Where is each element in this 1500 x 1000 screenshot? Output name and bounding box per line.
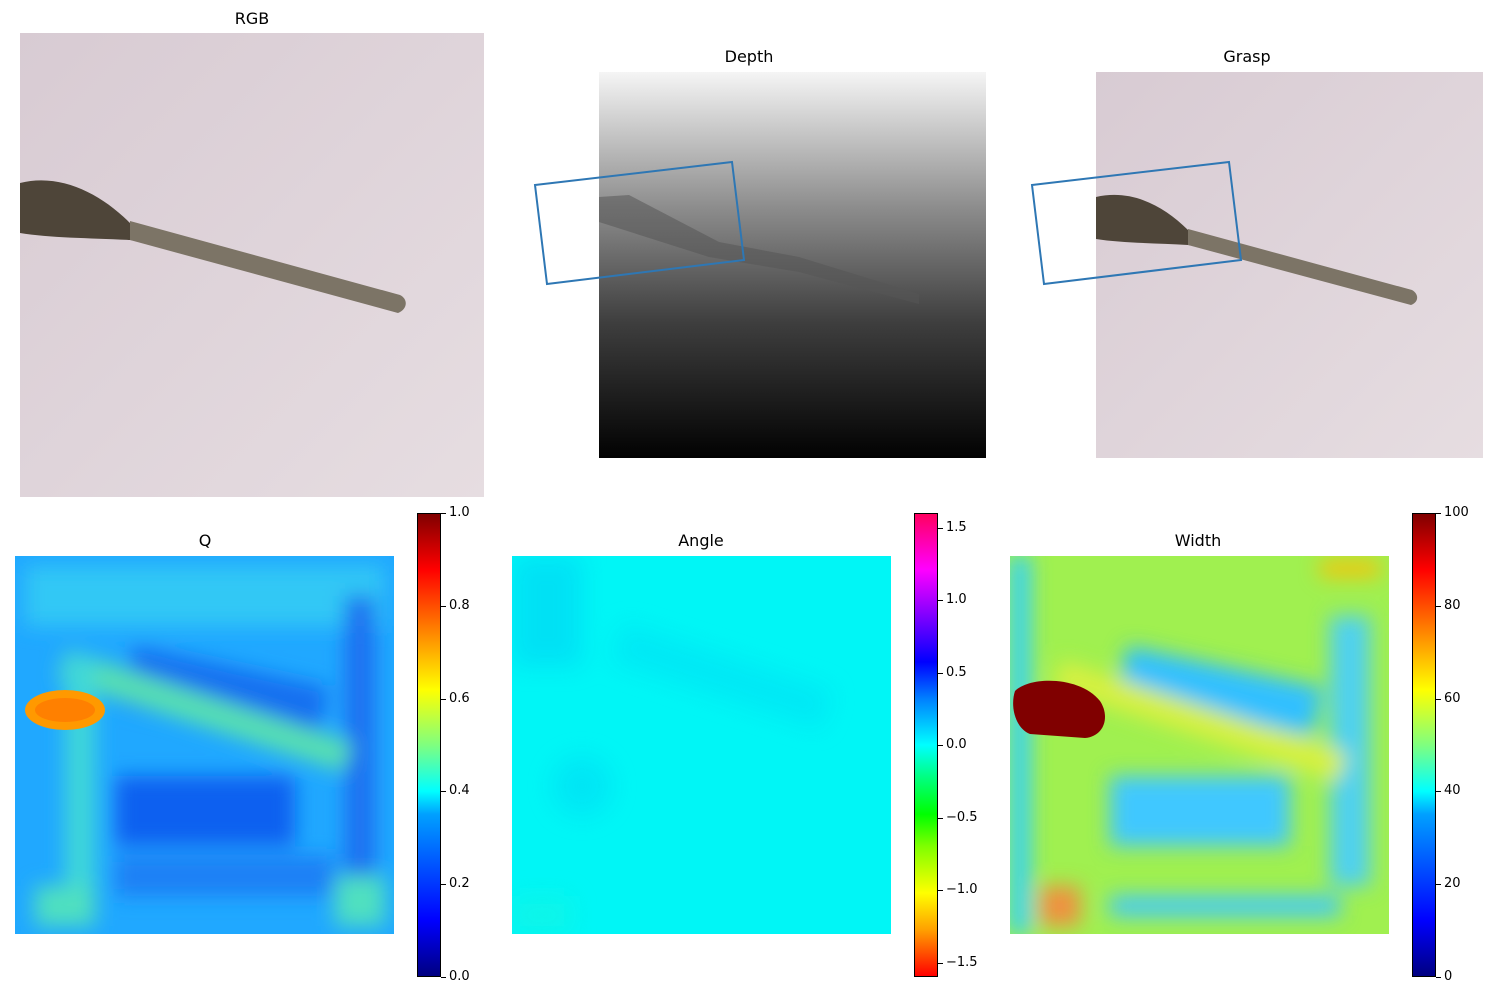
q-title: Q — [198, 531, 212, 550]
colorbar-tick-label: 0.2 — [449, 876, 470, 891]
depth-image-svg — [599, 72, 986, 458]
colorbar-tick-mark — [938, 818, 943, 819]
colorbar-tick-label: 1.0 — [946, 592, 967, 607]
colorbar-tick-label: 0.4 — [449, 783, 470, 798]
colorbar-tick-mark — [441, 791, 446, 792]
q-colorbar — [417, 513, 441, 977]
colorbar-tick-mark — [938, 890, 943, 891]
width-colorbar — [1412, 513, 1436, 977]
colorbar-tick-mark — [938, 600, 943, 601]
colorbar-tick-label: 80 — [1444, 598, 1461, 613]
q-heatmap-svg — [15, 556, 394, 934]
colorbar-tick-label: −0.5 — [946, 810, 978, 825]
width-peak — [1013, 680, 1105, 738]
angle-heatmap — [512, 556, 891, 934]
colorbar-tick-mark — [938, 963, 943, 964]
colorbar-tick-mark — [938, 673, 943, 674]
depth-image — [599, 72, 986, 458]
colorbar-tick-mark — [938, 528, 943, 529]
spoon-handle — [130, 221, 406, 313]
colorbar-tick-mark — [441, 606, 446, 607]
colorbar-tick-mark — [1436, 513, 1441, 514]
rgb-image — [20, 33, 484, 497]
colorbar-tick-label: 60 — [1444, 691, 1461, 706]
width-title: Width — [1174, 531, 1222, 550]
colorbar-tick-label: 0.0 — [946, 737, 967, 752]
colorbar-tick-mark — [1436, 606, 1441, 607]
colorbar-tick-label: 1.0 — [449, 505, 470, 520]
q-heatmap — [15, 556, 394, 934]
colorbar-tick-mark — [1436, 884, 1441, 885]
colorbar-tick-mark — [441, 513, 446, 514]
colorbar-tick-mark — [441, 884, 446, 885]
colorbar-tick-label: 20 — [1444, 876, 1461, 891]
colorbar-tick-mark — [1436, 791, 1441, 792]
colorbar-tick-label: 100 — [1444, 505, 1469, 520]
colorbar-tick-label: 0.6 — [449, 691, 470, 706]
colorbar-tick-label: −1.5 — [946, 955, 978, 970]
width-heatmap — [1010, 556, 1389, 934]
colorbar-tick-mark — [938, 745, 943, 746]
rgb-title: RGB — [234, 9, 270, 28]
grasp-spoon-handle — [1188, 229, 1418, 305]
colorbar-tick-label: 40 — [1444, 783, 1461, 798]
colorbar-tick-mark — [1436, 699, 1441, 700]
width-heatmap-svg — [1010, 556, 1389, 934]
colorbar-tick-mark — [441, 699, 446, 700]
colorbar-tick-label: 0 — [1444, 969, 1453, 984]
colorbar-tick-label: 1.5 — [946, 520, 967, 535]
colorbar-tick-mark — [441, 977, 446, 978]
grasp-title: Grasp — [1223, 47, 1271, 66]
colorbar-tick-mark — [1436, 977, 1441, 978]
grasp-image — [1096, 72, 1483, 458]
angle-heatmap-svg — [512, 556, 891, 934]
colorbar-tick-label: 0.0 — [449, 969, 470, 984]
depth-title: Depth — [724, 47, 774, 66]
rgb-image-svg — [20, 33, 484, 497]
colorbar-tick-label: 0.5 — [946, 665, 967, 680]
colorbar-tick-label: −1.0 — [946, 882, 978, 897]
angle-colorbar — [914, 513, 938, 977]
angle-title: Angle — [678, 531, 724, 550]
colorbar-tick-label: 0.8 — [449, 598, 470, 613]
grasp-image-svg — [1096, 72, 1483, 458]
